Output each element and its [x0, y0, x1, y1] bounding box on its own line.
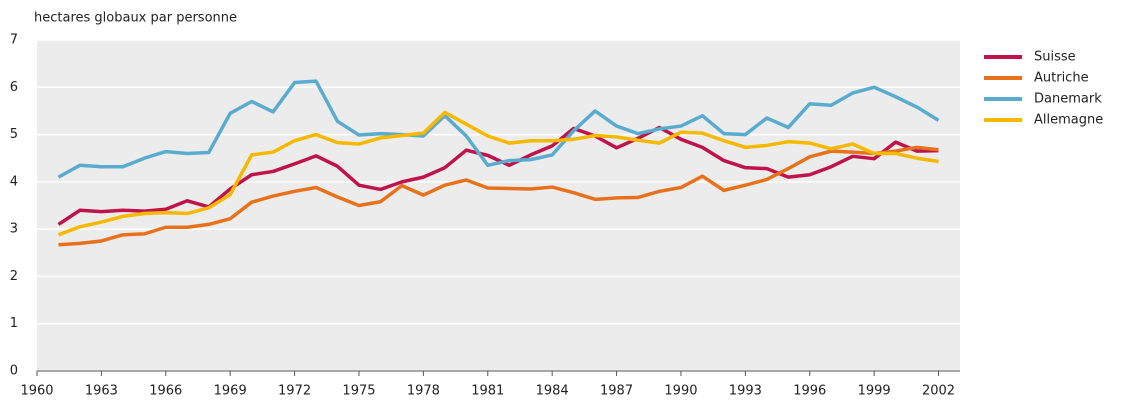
x-tick-label: 1975	[342, 384, 375, 399]
legend-label: Allemagne	[1034, 113, 1103, 128]
x-tick-label: 1984	[536, 384, 569, 399]
y-tick-label: 1	[10, 316, 18, 331]
x-tick-label: 1981	[471, 384, 504, 399]
x-tick-label: 1963	[85, 384, 118, 399]
series-line	[57, 110, 939, 237]
legend-label: Suisse	[1034, 50, 1076, 65]
x-tick-label: 1999	[858, 384, 891, 399]
x-tick-label: 1960	[20, 384, 53, 399]
y-tick-label: 5	[10, 127, 18, 142]
y-tick-label: 2	[10, 269, 18, 284]
y-tick-label: 4	[10, 174, 18, 189]
x-tick-label: 2002	[922, 384, 955, 399]
series-line	[58, 145, 939, 247]
x-tick-label: 1996	[793, 384, 826, 399]
x-tick-label: 1990	[664, 384, 697, 399]
y-tick-label: 7	[10, 33, 18, 48]
x-tick-label: 1993	[729, 384, 762, 399]
series-line	[57, 125, 939, 226]
plot-area	[37, 40, 960, 371]
y-tick-label: 0	[10, 364, 18, 379]
y-axis-label: hectares globaux par personne	[34, 11, 237, 26]
series-line	[57, 79, 940, 179]
x-tick-label: 1987	[600, 384, 633, 399]
x-tick-label: 1972	[278, 384, 311, 399]
x-tick-label: 1969	[214, 384, 247, 399]
y-tick-label: 6	[10, 80, 18, 95]
legend-label: Autriche	[1034, 71, 1089, 86]
x-tick-label: 1978	[407, 384, 440, 399]
x-tick-label: 1966	[149, 384, 182, 399]
legend-label: Danemark	[1034, 92, 1102, 107]
y-tick-label: 3	[10, 222, 18, 237]
